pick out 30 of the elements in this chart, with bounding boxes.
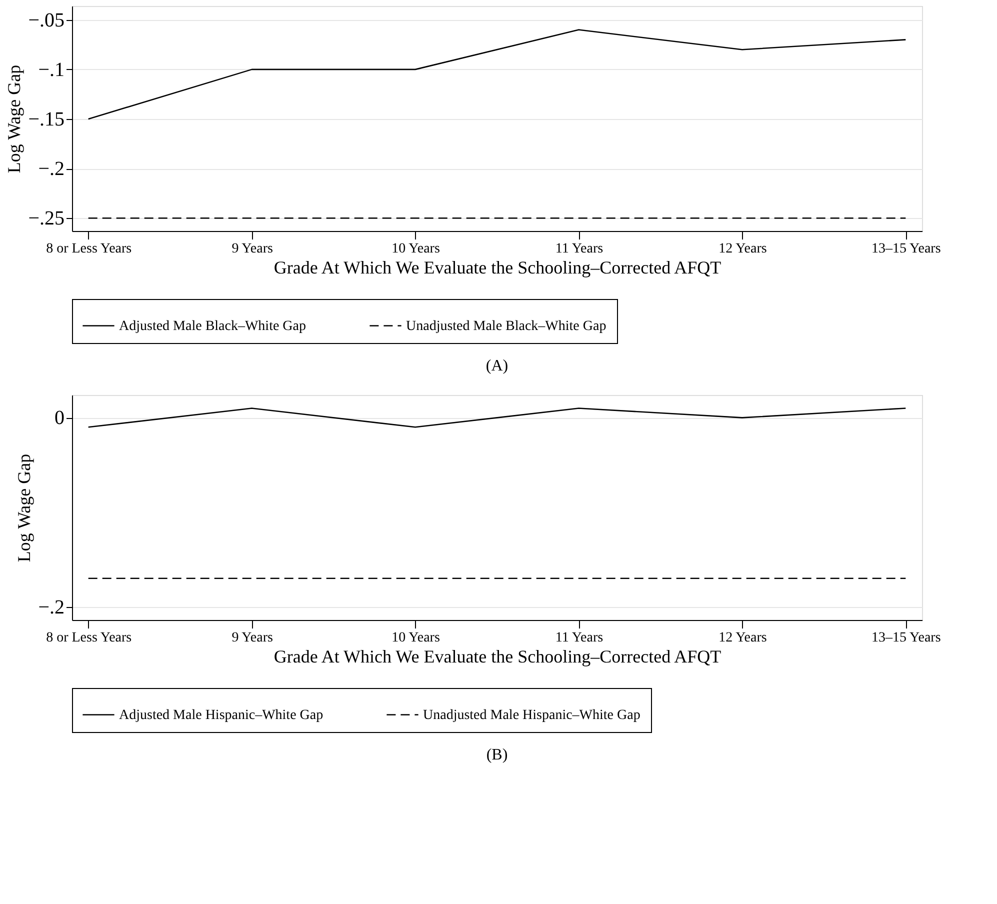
x-tick-label: 12 Years (718, 242, 767, 256)
x-tick-label: 13–15 Years (872, 630, 941, 646)
y-tick-label: −.2 (38, 158, 64, 180)
legend-label: Unadjusted Male Hispanic–White Gap (423, 708, 640, 723)
x-tick-label: 13–15 Years (872, 242, 941, 256)
legend-label: Adjusted Male Hispanic–White Gap (119, 708, 324, 723)
x-tick-label: 11 Years (555, 242, 604, 256)
legend-label: Adjusted Male Black–White Gap (119, 318, 306, 334)
y-axis-title: Log Wage Gap (4, 64, 24, 174)
x-tick-label: 10 Years (392, 630, 440, 646)
y-axis-title: Log Wage Gap (14, 454, 34, 562)
legend-label: Unadjusted Male Black–White Gap (406, 318, 606, 334)
y-tick-label: −.2 (38, 596, 64, 618)
line-series (88, 29, 906, 120)
y-tick-label: −.25 (28, 208, 64, 230)
y-tick-label: −.15 (28, 108, 64, 130)
x-axis-title: Grade At Which We Evaluate the Schooling–Corrected AFQT (274, 258, 722, 278)
x-axis-title: Grade At Which We Evaluate the Schooling–Corrected AFQT (274, 646, 722, 666)
x-tick-label: 8 or Less Years (46, 630, 132, 646)
y-tick-label: 0 (54, 407, 64, 430)
x-tick-label: 10 Years (392, 242, 440, 256)
y-tick-label: −.05 (28, 9, 64, 32)
text: (A) (486, 358, 508, 374)
x-tick-label: 12 Years (718, 630, 767, 646)
y-tick-label: −.1 (38, 58, 64, 81)
x-tick-label: 9 Years (232, 242, 273, 256)
text: (B) (486, 746, 508, 764)
x-tick-label: 11 Years (555, 630, 604, 646)
x-tick-label: 9 Years (232, 630, 273, 646)
x-tick-label: 8 or Less Years (46, 242, 132, 256)
